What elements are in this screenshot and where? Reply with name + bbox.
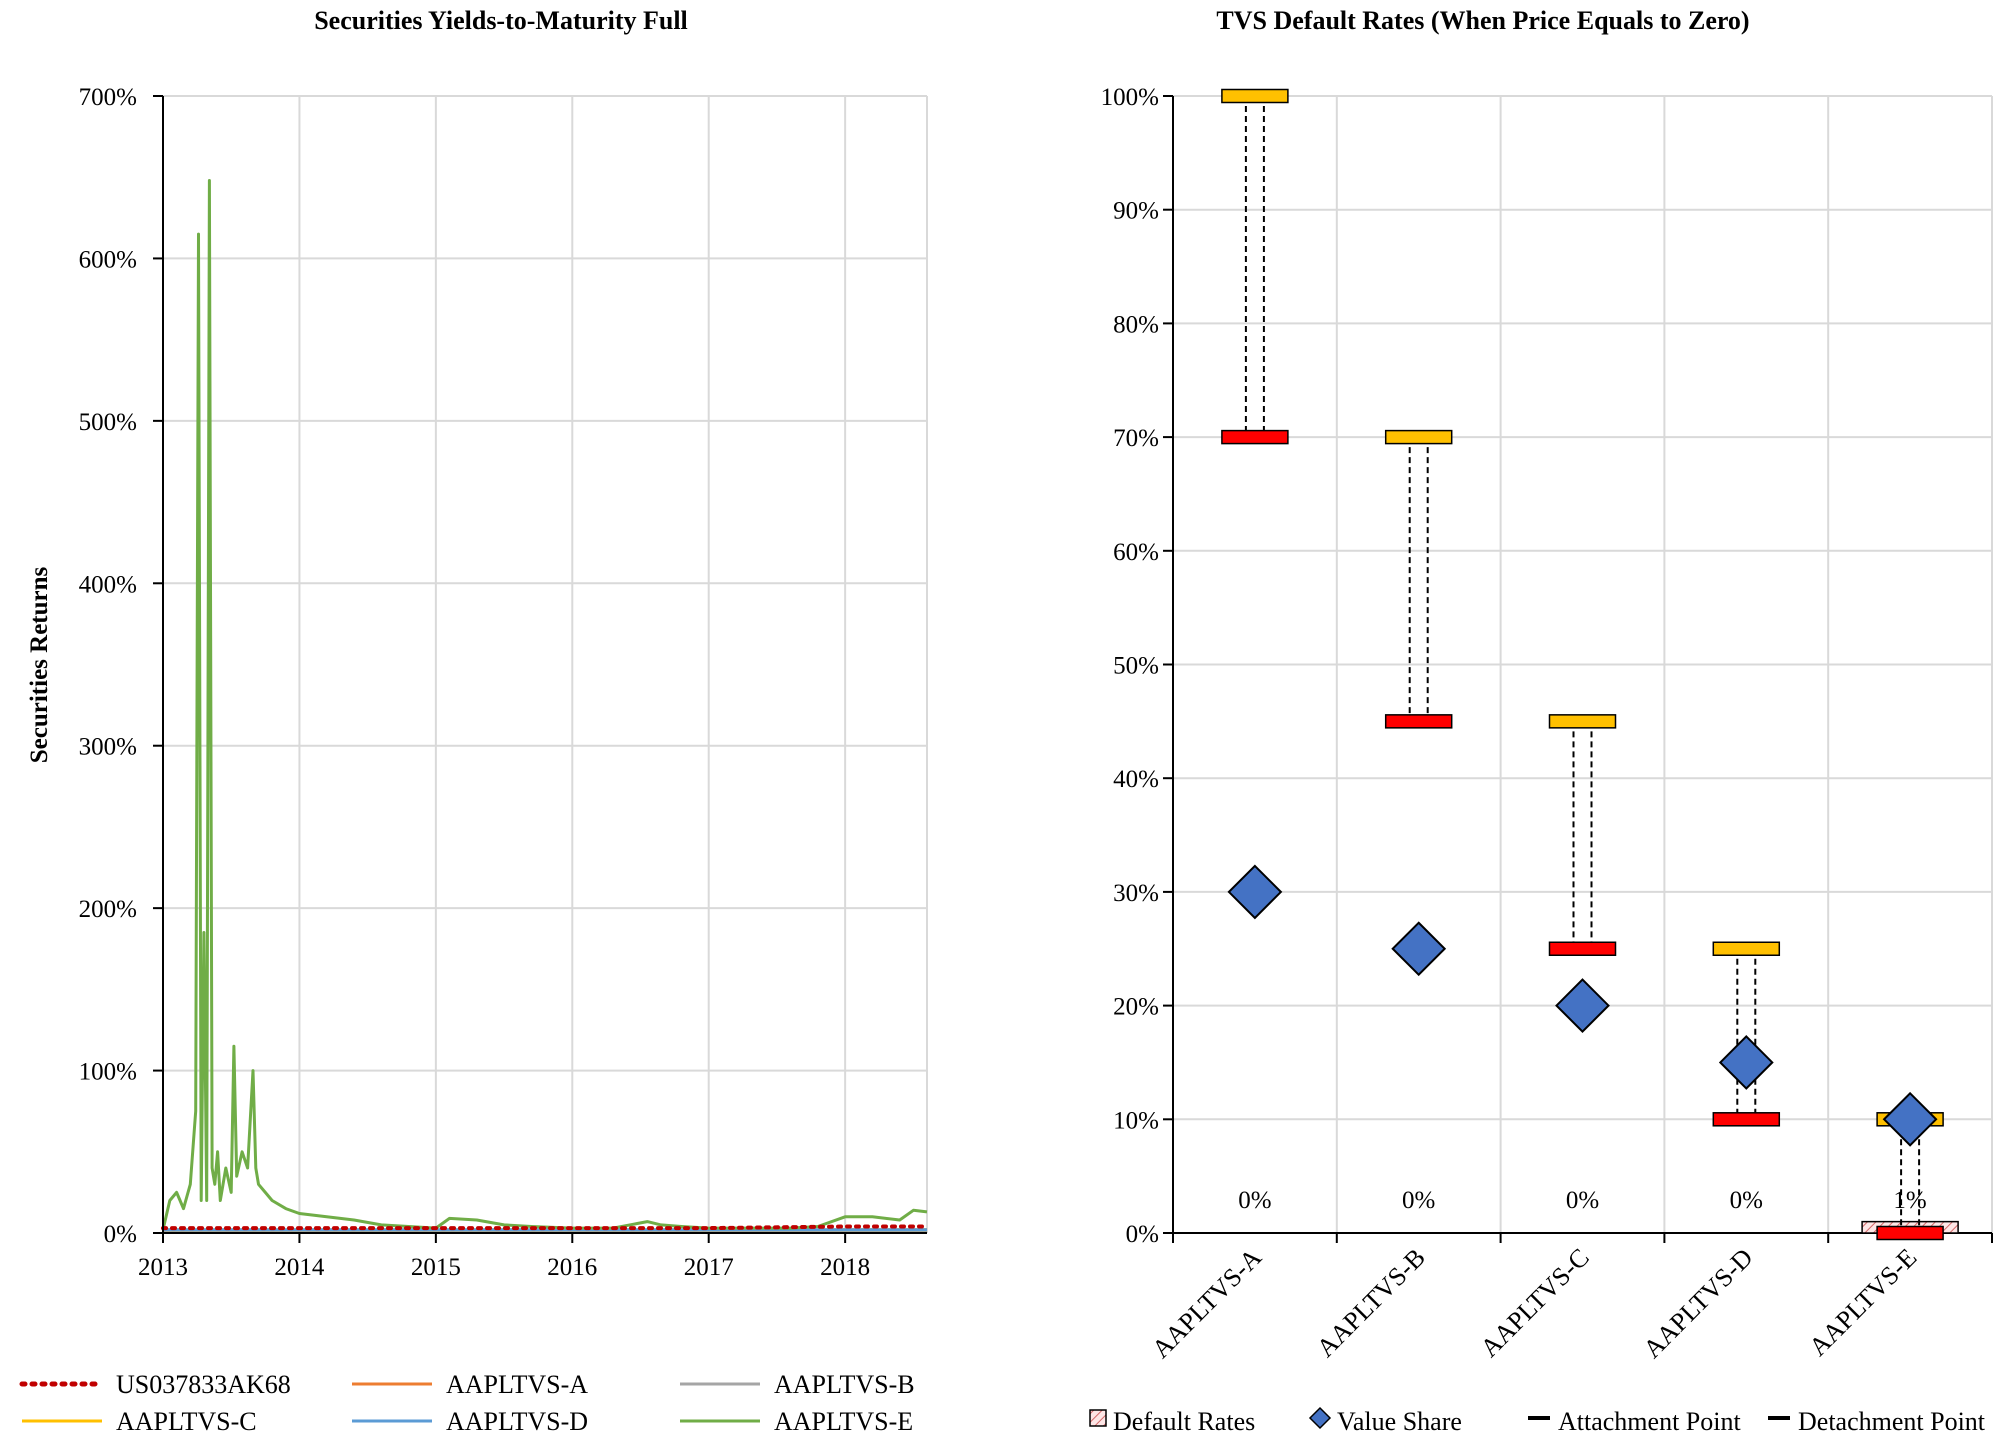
- legend-label-AAPLTVS-B: AAPLTVS-B: [774, 1370, 915, 1399]
- right-chart-title: TVS Default Rates (When Price Equals to …: [1216, 6, 1749, 35]
- right-legend: Default Rates Value Share Attachment Point…: [1089, 1406, 1986, 1436]
- right-y-tick-label: 20%: [1113, 994, 1159, 1021]
- detachment-point-AAPLTVS-D: [1712, 941, 1781, 956]
- series-line-US037833AK68: [161, 1224, 929, 1231]
- attachment-point-AAPLTVS-D: [1712, 1112, 1781, 1127]
- right-x-tick-label: AAPLTVS-A: [1146, 1243, 1267, 1364]
- left-x-tick-labels: 2013 2014 2015 2016 2017 2018: [138, 1254, 870, 1281]
- right-x-tick-label: AAPLTVS-B: [1311, 1243, 1431, 1363]
- right-y-tick-label: 80%: [1113, 311, 1159, 338]
- right-x-tick-label: AAPLTVS-D: [1638, 1243, 1759, 1364]
- right-x-tick-labels: AAPLTVS-A AAPLTVS-B AAPLTVS-C AAPLTVS-D AAPL…: [1146, 1243, 1922, 1364]
- left-x-tick-label: 2015: [411, 1254, 461, 1281]
- default-rate-label-AAPLTVS-E: 1%: [1893, 1187, 1926, 1214]
- attachment-point-AAPLTVS-C: [1548, 941, 1617, 956]
- left-x-tick-label: 2013: [138, 1254, 188, 1281]
- left-y-tick-label: 200%: [79, 896, 137, 923]
- value-share-marker-AAPLTVS-E: [1882, 1091, 1938, 1147]
- left-y-tick-label: 600%: [79, 246, 137, 273]
- value-share-marker-AAPLTVS-A: [1227, 864, 1283, 920]
- right-y-tick-label: 50%: [1113, 653, 1159, 680]
- detachment-point-AAPLTVS-C: [1548, 714, 1617, 729]
- default-rate-label-AAPLTVS-C: 0%: [1566, 1187, 1599, 1214]
- default-rate-label-AAPLTVS-A: 0%: [1238, 1187, 1271, 1214]
- left-series-group: [161, 179, 929, 1233]
- left-y-axis-label: Securities Returns: [26, 566, 53, 763]
- left-gridlines: [153, 95, 928, 1243]
- right-y-tick-label: 30%: [1113, 880, 1159, 907]
- right-y-tick-labels: 0% 10% 20% 30% 40% 50% 60% 70% 80% 90% 100%: [1101, 84, 1159, 1248]
- legend-label-AAPLTVS-D: AAPLTVS-D: [446, 1407, 588, 1436]
- attachment-point-AAPLTVS-A: [1221, 429, 1289, 445]
- legend-label-AAPLTVS-C: AAPLTVS-C: [116, 1407, 257, 1436]
- left-y-tick-label: 500%: [79, 409, 137, 436]
- legend-label-US037833AK68: US037833AK68: [116, 1370, 291, 1399]
- left-y-tick-label: 0%: [104, 1221, 137, 1248]
- attachment-point-AAPLTVS-E: [1876, 1225, 1944, 1241]
- left-x-tick-label: 2018: [820, 1254, 870, 1281]
- right-y-tick-label: 40%: [1113, 766, 1159, 793]
- left-y-tick-label: 700%: [79, 84, 137, 111]
- right-y-tick-label: 60%: [1113, 539, 1159, 566]
- right-y-tick-label: 10%: [1113, 1107, 1159, 1134]
- detachment-point-AAPLTVS-A: [1221, 88, 1289, 104]
- right-axes: [1172, 96, 1992, 1234]
- legend-label-value-share: Value Share: [1337, 1407, 1462, 1436]
- left-chart: Securities Yields-to-Maturity Full Secur…: [19, 6, 929, 1436]
- left-y-tick-label: 100%: [79, 1059, 137, 1086]
- left-x-tick-label: 2017: [684, 1254, 734, 1281]
- left-x-tick-label: 2016: [547, 1254, 597, 1281]
- legend-label-AAPLTVS-A: AAPLTVS-A: [446, 1370, 588, 1399]
- left-legend: US037833AK68 AAPLTVS-A AAPLTVS-B AAPLTVS-C A…: [19, 1370, 915, 1436]
- right-y-tick-label: 90%: [1113, 198, 1159, 225]
- right-y-tick-label: 0%: [1126, 1221, 1159, 1248]
- left-y-tick-label: 300%: [79, 734, 137, 761]
- right-x-tick-label: AAPLTVS-C: [1475, 1243, 1595, 1363]
- right-x-tick-label: AAPLTVS-E: [1803, 1243, 1922, 1362]
- right-chart: TVS Default Rates (When Price Equals to …: [1089, 6, 1993, 1436]
- legend-swatch-value-share: [1308, 1406, 1332, 1430]
- right-y-tick-label: 100%: [1101, 84, 1159, 111]
- left-axes: [162, 96, 927, 1234]
- left-y-tick-label: 400%: [79, 571, 137, 598]
- default-rate-label-AAPLTVS-D: 0%: [1730, 1187, 1763, 1214]
- value-share-marker-AAPLTVS-C: [1555, 978, 1610, 1034]
- legend-label-detachment-point: Detachment Point: [1798, 1407, 1986, 1436]
- right-gridlines: [1163, 95, 1993, 1243]
- value-share-marker-AAPLTVS-D: [1718, 1035, 1774, 1090]
- legend-label-attachment-point: Attachment Point: [1558, 1407, 1741, 1436]
- series-line-AAPLTVS-E: [161, 179, 928, 1231]
- legend-label-AAPLTVS-E: AAPLTVS-E: [774, 1407, 913, 1436]
- left-y-tick-labels: 0% 100% 200% 300% 400% 500% 600% 700%: [79, 84, 137, 1248]
- attachment-point-AAPLTVS-B: [1384, 714, 1453, 729]
- left-chart-title: Securities Yields-to-Maturity Full: [314, 6, 688, 35]
- right-range-marks: 0% 0% 0% 0% 1%: [1221, 88, 1959, 1241]
- legend-label-default-rates: Default Rates: [1113, 1407, 1255, 1436]
- left-x-tick-label: 2014: [274, 1254, 325, 1281]
- legend-swatch-default-rates: [1089, 1409, 1107, 1427]
- value-share-marker-AAPLTVS-B: [1391, 921, 1447, 977]
- right-y-tick-label: 70%: [1113, 425, 1159, 452]
- default-rate-label-AAPLTVS-B: 0%: [1402, 1187, 1435, 1214]
- detachment-point-AAPLTVS-B: [1384, 429, 1453, 445]
